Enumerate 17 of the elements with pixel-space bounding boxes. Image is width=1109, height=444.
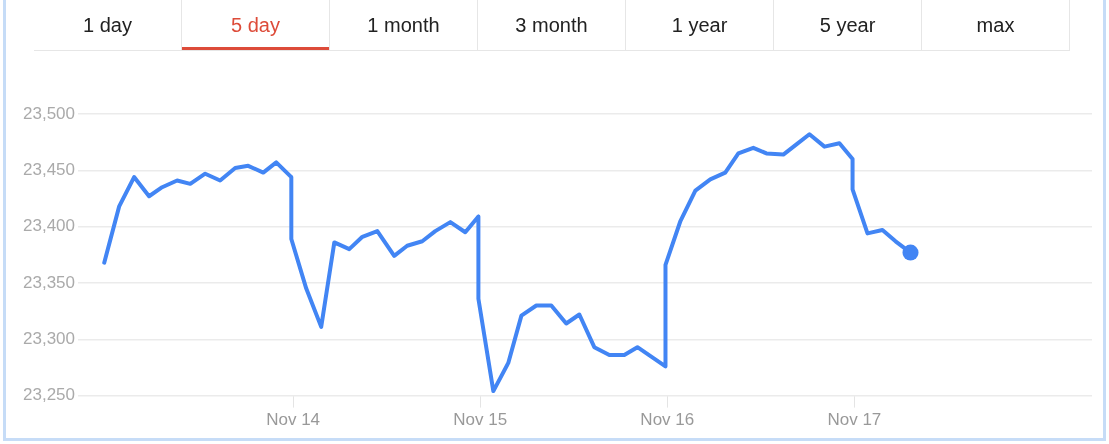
x-tick-label: Nov 16 (640, 410, 695, 430)
y-tick-label: 23,400 (23, 216, 75, 236)
y-tick-label: 23,450 (23, 160, 75, 180)
y-tick-label: 23,350 (23, 272, 75, 292)
y-tick-label: 23,300 (23, 328, 75, 348)
text: max (922, 0, 1070, 50)
text: 1 day (34, 0, 182, 50)
y-tick-label: 23,500 (23, 103, 75, 123)
text: 5 year (774, 0, 922, 50)
text: 1 year (626, 0, 774, 50)
x-tick-label: Nov 17 (827, 410, 882, 430)
text: 1 month (330, 0, 478, 50)
text: 5 day (182, 0, 330, 50)
text: 3 month (478, 0, 626, 50)
x-tick-label: Nov 15 (453, 410, 508, 430)
y-tick-label: 23,250 (23, 385, 75, 405)
x-tick-label: Nov 14 (266, 410, 321, 430)
